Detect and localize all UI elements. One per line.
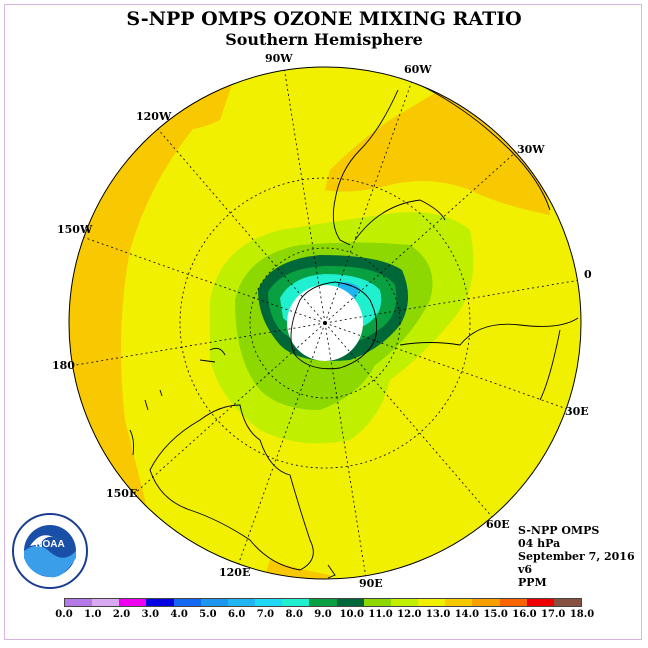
- ozone-7ppm-patch: [338, 282, 360, 300]
- colorbar-tick-label: 14.0: [454, 609, 480, 620]
- colorbar-tick-label: 18.0: [569, 609, 595, 620]
- info-date: September 7, 2016: [518, 550, 635, 563]
- colorbar-tick-label: 0.0: [55, 609, 73, 620]
- colorbar-swatch: [309, 599, 337, 606]
- colorbar-tick-label: 11.0: [368, 609, 393, 620]
- lon-label-120w: 120W: [136, 110, 172, 123]
- info-block: S-NPP OMPS 04 hPa September 7, 2016 v6 P…: [518, 524, 635, 589]
- lon-label-180: 180: [52, 359, 75, 372]
- coastlines: [129, 84, 579, 579]
- map-boundary: [68, 66, 582, 580]
- colorbar-swatch: [282, 599, 310, 606]
- colorbar-swatch: [336, 599, 364, 606]
- colorbar-swatch: [553, 599, 581, 606]
- lon-label-0: 0: [584, 268, 592, 281]
- colorbar-tick-label: 1.0: [84, 609, 102, 620]
- graticule: [69, 67, 581, 579]
- colorbar-tick-label: 5.0: [199, 609, 217, 620]
- colorbar-swatch: [255, 599, 283, 606]
- colorbar-tick-label: 7.0: [256, 609, 275, 620]
- colorbar-swatch: [173, 599, 201, 606]
- colorbar: [64, 598, 582, 607]
- info-units: PPM: [518, 576, 547, 589]
- colorbar-tick-label: 6.0: [227, 609, 246, 620]
- colorbar-swatch: [363, 599, 391, 606]
- colorbar-swatch: [526, 599, 554, 606]
- noaa-logo-text: NOAA: [35, 539, 64, 550]
- colorbar-tick-label: 16.0: [512, 609, 537, 620]
- lon-label-150w: 150W: [57, 223, 93, 236]
- colorbar-swatch: [146, 599, 174, 606]
- noaa-logo: NOAA: [12, 513, 88, 589]
- lon-label-90e: 90E: [359, 577, 383, 590]
- map-subtitle: Southern Hemisphere: [225, 30, 423, 49]
- colorbar-swatch: [472, 599, 500, 606]
- colorbar-swatch: [227, 599, 256, 606]
- colorbar-swatch: [499, 599, 527, 606]
- colorbar-swatch: [119, 599, 147, 606]
- colorbar-tick-label: 13.0: [425, 609, 451, 620]
- lon-label-30w: 30W: [517, 143, 545, 156]
- info-version: v6: [518, 563, 533, 576]
- colorbar-swatch: [445, 599, 473, 606]
- colorbar-swatch: [92, 599, 120, 606]
- lon-label-150e: 150E: [106, 487, 138, 500]
- ozone-high-south: [260, 560, 330, 579]
- colorbar-swatch: [65, 599, 93, 606]
- map-title: S-NPP OMPS OZONE MIXING RATIO: [126, 8, 522, 30]
- colorbar-swatch: [418, 599, 446, 606]
- lon-label-120e: 120E: [219, 566, 251, 579]
- colorbar-tick-label: 15.0: [483, 609, 508, 620]
- info-instrument: S-NPP OMPS: [518, 524, 600, 537]
- colorbar-tick-label: 8.0: [285, 609, 303, 620]
- colorbar-ticks: 0.0 1.0 2.0 3.0 4.0 5.0 6.0 7.0 8.0 9.0 10.0 11.0 12…: [0, 609, 648, 623]
- colorbar-swatch: [390, 599, 419, 606]
- lon-label-90w: 90W: [265, 52, 293, 65]
- lon-label-60w: 60W: [404, 63, 432, 76]
- colorbar-tick-label: 9.0: [314, 609, 332, 620]
- info-level: 04 hPa: [518, 537, 561, 550]
- lon-label-30e: 30E: [565, 405, 589, 418]
- colorbar-tick-label: 12.0: [397, 609, 422, 620]
- colorbar-tick-label: 3.0: [141, 609, 160, 620]
- colorbar-tick-label: 10.0: [339, 609, 364, 620]
- colorbar-swatch: [200, 599, 228, 606]
- colorbar-tick-label: 2.0: [112, 609, 131, 620]
- colorbar-tick-label: 4.0: [170, 609, 188, 620]
- lon-label-60e: 60E: [486, 518, 510, 531]
- colorbar-tick-label: 17.0: [541, 609, 566, 620]
- map-frame: [4, 4, 642, 640]
